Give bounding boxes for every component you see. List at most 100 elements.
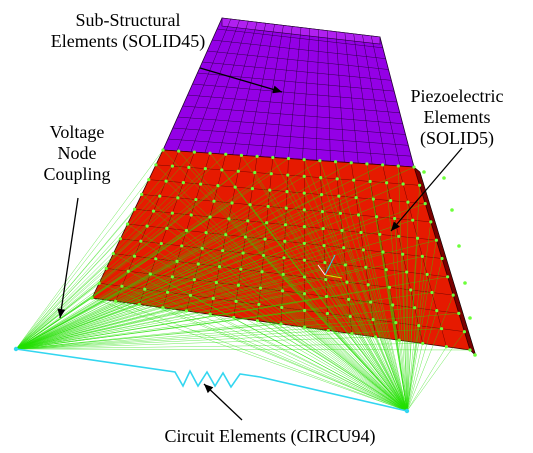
piezo-node — [137, 302, 141, 307]
piezo-node — [221, 249, 225, 253]
piezo-node — [180, 244, 184, 248]
piezo-node — [343, 263, 347, 267]
piezo-node — [151, 209, 156, 213]
piezo-node — [302, 241, 307, 246]
piezo-node — [333, 160, 338, 164]
substructure-grid-line — [177, 116, 406, 135]
piezo-node — [337, 194, 341, 198]
piezo-node — [230, 201, 234, 205]
coupling-line — [15, 212, 173, 350]
piezo-node — [239, 153, 244, 157]
piezo-node — [204, 231, 208, 235]
substructure-grid-line — [187, 94, 400, 114]
piezo-node — [421, 341, 425, 346]
piezo-node — [322, 243, 326, 248]
piezo-node — [165, 290, 170, 294]
piezo-node — [184, 228, 189, 233]
coupling-line — [202, 248, 408, 412]
piezo-node — [356, 213, 361, 217]
edge-node — [442, 176, 446, 180]
coupling-line — [15, 216, 377, 350]
coupling-line — [15, 213, 341, 350]
piezo-node — [354, 196, 358, 200]
piezo-node — [158, 194, 162, 198]
piezo-node — [133, 207, 137, 211]
coupling-line — [304, 226, 408, 412]
piezo-node — [104, 266, 108, 270]
coupling-line — [358, 214, 408, 412]
coupling-line — [172, 276, 408, 412]
piezo-node — [255, 319, 259, 323]
coupling-line — [15, 182, 184, 350]
coupling-line — [15, 158, 289, 350]
piezo-node — [266, 204, 270, 209]
piezo-node — [340, 228, 344, 233]
piezo-node — [227, 217, 231, 221]
coupling-line — [15, 209, 305, 350]
piezo-node — [457, 311, 461, 315]
piezo-node — [248, 203, 252, 207]
coupling-line — [15, 276, 448, 350]
coupling-line — [15, 206, 269, 350]
callout-arrow-line — [59, 197, 79, 319]
piezo-node — [232, 315, 236, 320]
piezo-node — [196, 262, 200, 266]
coupling-line — [323, 245, 408, 412]
piezo-node — [439, 327, 444, 331]
coupling-line — [247, 220, 408, 412]
piezo-node — [125, 222, 130, 226]
coupling-line — [304, 176, 408, 412]
piezo-node — [199, 182, 203, 186]
piezo-node — [417, 324, 421, 328]
piezo-node — [409, 288, 413, 292]
coupling-line — [406, 274, 428, 412]
coupling-line — [398, 340, 408, 412]
piezo-node — [423, 202, 427, 206]
coupling-line — [304, 327, 408, 412]
coupling-line — [15, 313, 459, 350]
piezo-node — [170, 211, 174, 215]
coupling-line — [15, 328, 442, 350]
piezo-node — [268, 188, 272, 192]
piezo-node — [90, 296, 94, 300]
piezo-node — [111, 252, 115, 256]
coupling-line — [177, 197, 408, 412]
coupling-line — [15, 317, 234, 350]
piezo-node — [366, 283, 370, 287]
piezo-node — [184, 309, 189, 313]
piezo-node — [212, 199, 216, 203]
coupling-line — [351, 333, 408, 412]
piezo-node — [302, 208, 306, 212]
coupling-line — [15, 168, 206, 350]
piezo-node — [216, 184, 220, 188]
coupling-line — [162, 307, 408, 412]
callout-arrow-head — [57, 308, 66, 318]
coupling-line — [15, 176, 305, 350]
coupling-line — [15, 197, 357, 350]
piezo-node — [269, 172, 273, 176]
coupling-line — [304, 293, 408, 412]
substructure-grid-line — [212, 39, 386, 59]
piezo-node — [285, 190, 289, 194]
coupling-line — [338, 196, 408, 412]
coupling-line — [15, 290, 283, 350]
piezo-node — [364, 265, 368, 269]
piezo-node — [319, 193, 324, 197]
piezo-node — [350, 332, 354, 336]
coupling-line — [225, 234, 408, 412]
callout-arrow-line — [390, 147, 463, 232]
coupling-line — [15, 271, 407, 350]
coupling-line — [15, 262, 325, 350]
piezo-node — [352, 178, 356, 182]
coupling-line — [128, 271, 408, 412]
coupling-line — [15, 178, 338, 350]
coupling-line — [15, 185, 219, 350]
coupling-line — [341, 230, 408, 412]
coupling-line — [15, 316, 351, 350]
coupling-line — [15, 304, 259, 350]
piezo-node — [161, 148, 165, 152]
coupling-line — [406, 258, 443, 412]
piezo-node — [143, 287, 147, 291]
coupling-line — [348, 299, 408, 412]
piezo-node — [132, 254, 137, 258]
